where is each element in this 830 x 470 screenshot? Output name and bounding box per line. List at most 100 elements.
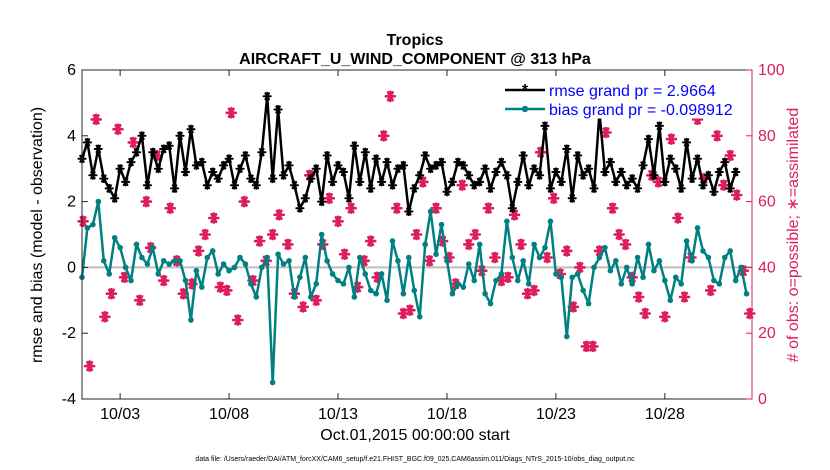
rmse-point — [355, 177, 365, 187]
data-file-footnote: data file: /Users/raeder/DAI/ATM_forcXX/… — [195, 456, 635, 463]
rmse-point — [731, 167, 741, 177]
obs-count-point — [99, 310, 111, 323]
bias-point — [585, 300, 592, 307]
bias-point — [416, 313, 423, 320]
bias-point — [242, 261, 249, 267]
rmse-point — [633, 183, 643, 194]
bias-point — [111, 234, 118, 241]
rmse-point — [377, 177, 387, 187]
rmse-point — [725, 183, 735, 194]
bias-series — [79, 198, 750, 386]
rmse-point — [573, 150, 583, 161]
bias-point — [237, 254, 243, 261]
rmse-point — [676, 183, 686, 194]
obs-count-point — [127, 136, 139, 149]
bias-point — [215, 271, 221, 277]
bias-point — [569, 274, 576, 281]
rmse-point — [142, 180, 152, 190]
obs-count-point — [691, 113, 704, 126]
y-left-tick-label: 4 — [67, 128, 76, 145]
bias-point — [384, 297, 390, 304]
obs-count-point — [345, 202, 357, 214]
rmse-point — [371, 154, 381, 164]
obs-count-point — [391, 202, 403, 214]
obs-count-point — [364, 235, 377, 247]
rmse-point — [420, 150, 430, 161]
rmse-point — [491, 167, 501, 177]
bias-point — [351, 294, 358, 300]
rmse-point — [584, 164, 594, 174]
obs-count-point — [310, 294, 322, 307]
obs-count-point — [133, 294, 146, 307]
bias-point — [623, 264, 630, 271]
bias-point — [705, 254, 712, 261]
bias-point — [231, 264, 238, 271]
rmse-point — [698, 180, 708, 190]
rmse-point — [268, 173, 278, 184]
rmse-point — [131, 147, 142, 157]
rmse-point — [600, 167, 610, 177]
rmse-series — [77, 91, 741, 217]
chart-title: Tropics — [387, 32, 444, 49]
bias-point — [313, 281, 320, 287]
bias-point — [193, 267, 200, 274]
bias-point — [727, 248, 734, 254]
y-right-axis-ticks: 0 20 40 60 80 100 — [746, 62, 785, 408]
rmse-point — [475, 177, 485, 187]
rmse-point — [224, 154, 234, 164]
obs-count-point — [567, 301, 580, 313]
rmse-point — [409, 183, 419, 194]
legend: * rmse grand pr = 2.9664 bias grand pr =… — [499, 77, 747, 119]
rmse-point — [638, 160, 648, 171]
obs-count-point — [730, 189, 743, 201]
bias-point — [596, 254, 603, 261]
bias-point — [248, 281, 254, 287]
rmse-point — [469, 180, 479, 190]
bias-point — [683, 238, 690, 244]
y-left-axis-ticks: -4 -2 0 2 4 6 — [62, 62, 88, 408]
bias-point — [117, 244, 123, 251]
rmse-point — [687, 173, 697, 184]
obs-count-point — [282, 238, 294, 251]
rmse-point — [643, 134, 654, 144]
bias-point — [357, 254, 363, 261]
bias-point — [307, 294, 314, 300]
rmse-point — [485, 183, 496, 194]
rmse-point — [616, 167, 626, 177]
rmse-point — [431, 160, 441, 171]
bias-point — [188, 317, 194, 323]
rmse-point — [524, 180, 534, 190]
y-left-tick-label: 6 — [67, 62, 76, 79]
y-left-tick-label: -4 — [62, 391, 76, 408]
rmse-point — [164, 141, 174, 151]
rmse-point — [278, 170, 289, 180]
rmse-point — [496, 157, 506, 167]
bias-point — [395, 258, 401, 264]
obs-count-point — [157, 274, 170, 287]
bias-point — [618, 281, 625, 287]
legend-bias-label: bias grand pr = -0.098912 — [549, 102, 733, 119]
rmse-point — [692, 154, 703, 164]
rmse-point — [93, 144, 103, 154]
rmse-point — [627, 173, 637, 184]
rmse-point — [180, 167, 191, 177]
bias-point — [133, 241, 140, 248]
y-right-tick-label: 0 — [758, 391, 767, 408]
bias-point — [547, 218, 554, 225]
rmse-point — [622, 180, 632, 190]
bias-point — [629, 281, 635, 287]
y-right-tick-label: 20 — [758, 325, 776, 342]
rmse-point — [480, 164, 490, 174]
x-axis-ticks: 10/03 10/08 10/13 10/18 10/23 10/28 — [100, 70, 685, 423]
bias-point — [672, 274, 679, 281]
rmse-point — [219, 160, 229, 171]
obs-count-point — [704, 284, 717, 297]
rmse-point — [720, 157, 730, 167]
y-left-tick-label: 0 — [67, 259, 76, 276]
bias-point — [645, 241, 652, 248]
x-tick-label: 10/08 — [209, 406, 249, 423]
bias-point — [340, 281, 347, 287]
obs-count-point — [659, 310, 671, 323]
rmse-point — [175, 131, 185, 141]
bias-point — [634, 254, 641, 261]
